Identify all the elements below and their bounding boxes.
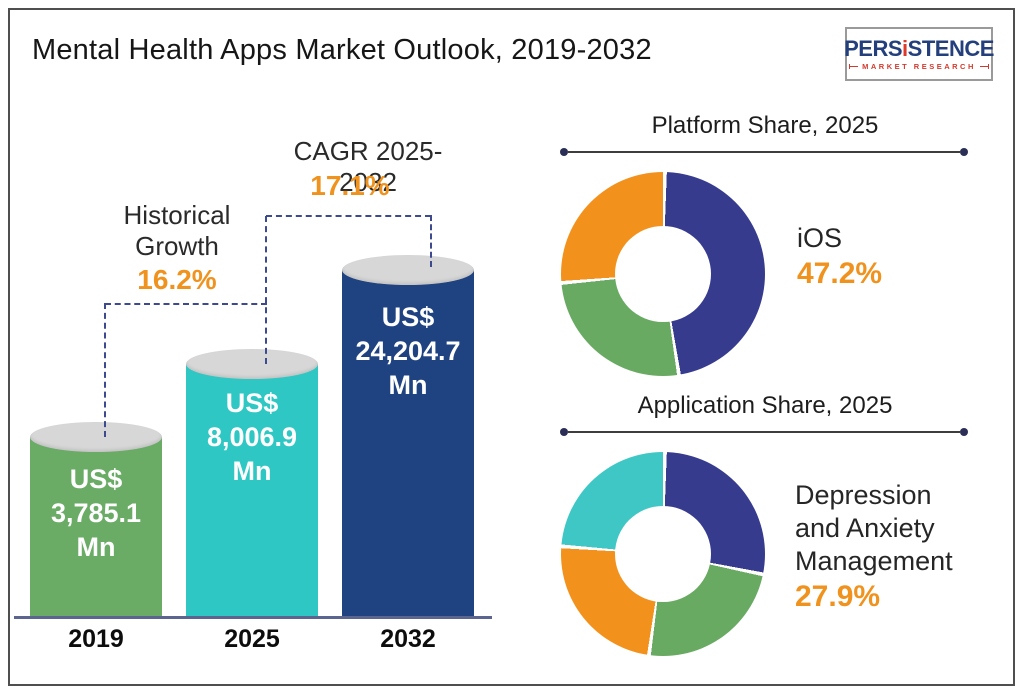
logo-text-i: i [902,35,908,61]
bar-2019-cylinder-top [30,422,162,452]
logo-tick-right [979,63,989,69]
logo-subtitle: MARKET RESEARCH [862,61,976,71]
application-share-donut-chart [561,452,765,656]
outer-frame [8,8,1015,686]
brand-logo-subtitle-row: MARKET RESEARCH [849,62,989,71]
divider-endpoint-dot [960,428,968,436]
x-tick-2032: 2032 [380,625,436,653]
cagr-label: CAGR 2025-2032 [293,136,443,197]
logo-text-pre: PERS [844,35,903,61]
divider-line [568,151,960,153]
cagr-bracket-right-line [430,215,432,267]
page-title: Mental Health Apps Market Outlook, 2019-… [32,34,652,66]
ios-segment-label: iOS [797,223,843,253]
platform-share-donut-chart [561,172,765,376]
x-tick-2025: 2025 [224,625,280,653]
historical-bracket-horizontal-line [105,303,267,305]
divider-endpoint-dot [960,148,968,156]
bar-2019-value-label: US$ 3,785.1 Mn [50,464,142,562]
historical-bracket-left-line [104,303,106,437]
donut-hole [615,226,711,322]
bar-2025 [186,364,318,617]
platform-share-title: Platform Share, 2025 [651,112,879,139]
application-share-title: Application Share, 2025 [637,392,893,419]
logo-text-post: STENCE [907,35,995,61]
donut-hole [615,506,711,602]
bracket-middle-vertical-line [265,216,267,364]
divider-endpoint-dot [560,148,568,156]
depression-segment-label: Depression and Anxiety Management [795,480,953,576]
bar-2032-value-label: US$ 24,204.7 Mn [355,302,461,400]
divider-line [568,431,960,433]
cagr-bracket-horizontal-line [266,215,431,217]
divider-endpoint-dot [560,428,568,436]
bar-2019 [30,437,162,617]
depression-segment-value: 27.9% [795,580,881,613]
x-tick-2019: 2019 [68,625,124,653]
logo-tick-left [849,63,859,69]
historical-growth-value: 16.2% [137,264,217,295]
historical-growth-label: Historical Growth [123,200,231,261]
brand-logo-wordmark: PERSiSTENCE [844,35,995,61]
cagr-value: 17.1% [310,170,390,201]
ios-segment-value: 47.2% [797,257,883,290]
bar-2032 [342,270,474,617]
bar-2025-value-label: US$ 8,006.9 Mn [206,388,298,486]
bar-chart-baseline [14,616,492,619]
platform-section-divider [560,148,968,156]
bar-2025-cylinder-top [186,349,318,379]
application-section-divider [560,428,968,436]
brand-logo: PERSiSTENCE MARKET RESEARCH [844,27,995,81]
bar-2032-cylinder-top [342,255,474,285]
